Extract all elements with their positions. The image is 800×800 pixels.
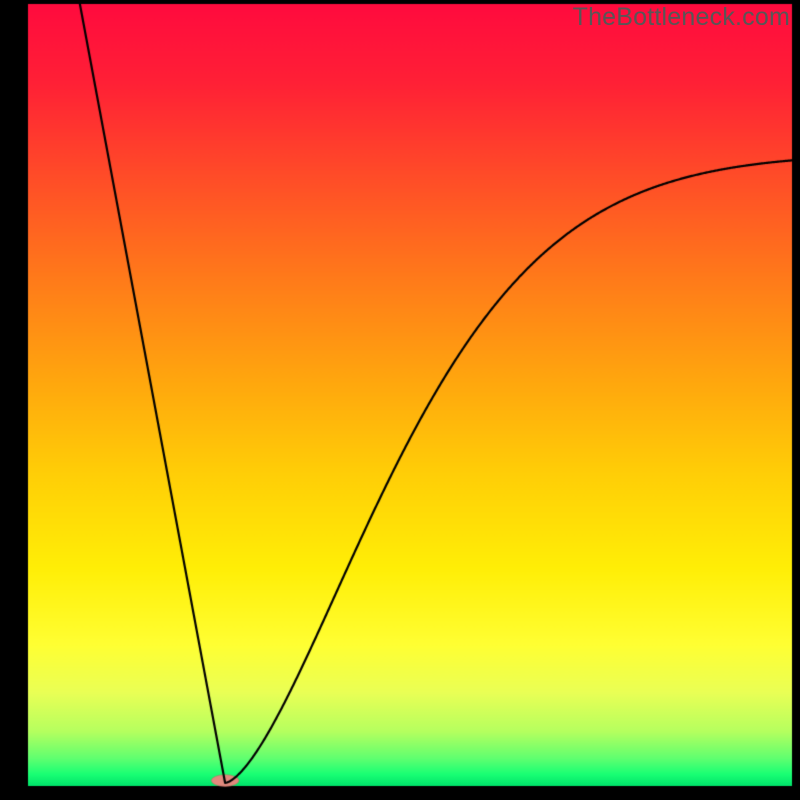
bottleneck-curve-chart: [0, 0, 800, 800]
chart-container: { "watermark": { "text": "TheBottleneck.…: [0, 0, 800, 800]
